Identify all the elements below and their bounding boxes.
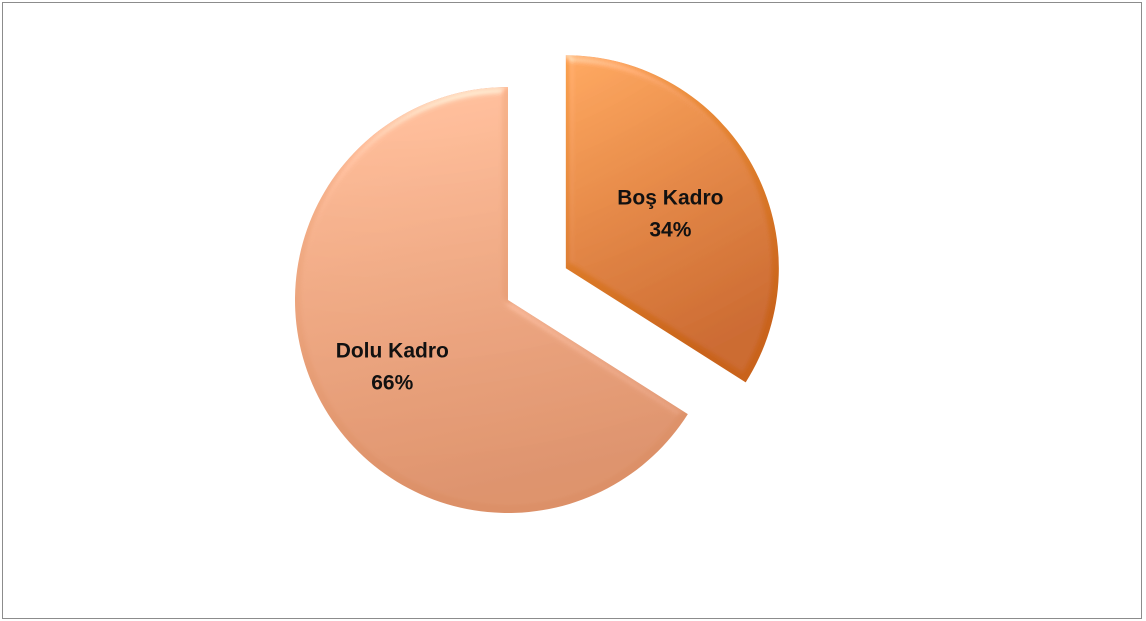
pie-slice-dolu-kadro (295, 87, 688, 514)
pie-labels: Boş Kadro 34% Dolu Kadro 66% (336, 187, 724, 395)
slice-label-name: Boş Kadro (617, 187, 723, 210)
slice-label-name: Dolu Kadro (336, 340, 449, 363)
pie-slices (295, 55, 779, 514)
slice-label-percent: 34% (649, 219, 691, 242)
slice-label-percent: 66% (371, 372, 413, 395)
pie-slice-bo-kadro (565, 55, 779, 383)
